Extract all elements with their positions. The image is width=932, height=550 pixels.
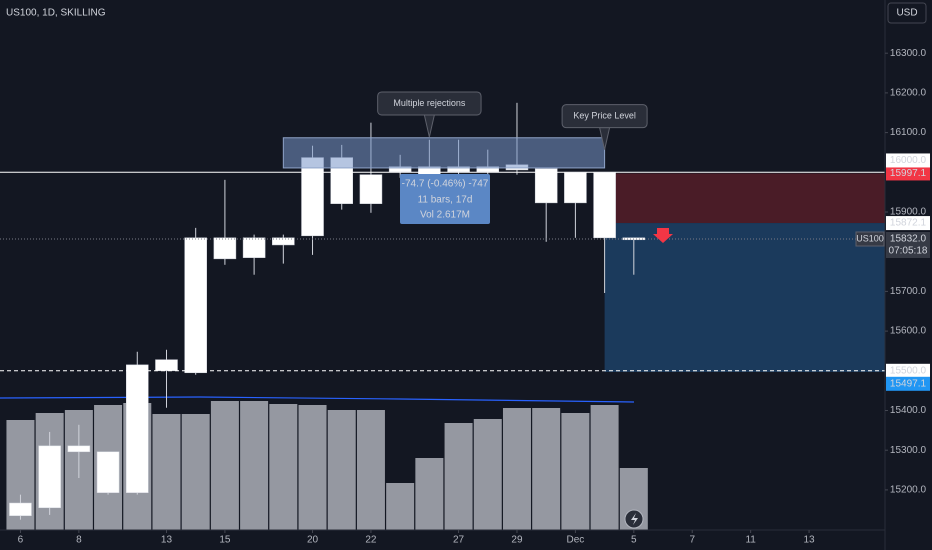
- target-zone: [604, 223, 885, 372]
- x-tick-label: 20: [307, 535, 319, 546]
- candle-body: [126, 364, 149, 493]
- y-tick-label: 15700.0: [890, 286, 927, 297]
- volume-bar: [181, 414, 210, 530]
- x-tick-label: Dec: [566, 535, 584, 546]
- y-tick-label: 15200.0: [890, 485, 927, 496]
- volume-bar: [561, 413, 590, 530]
- target-label-box: [886, 376, 930, 391]
- volume-bar: [444, 423, 473, 530]
- measure-text: Vol 2.617M: [420, 210, 470, 221]
- entry-label-box: [886, 216, 930, 231]
- stop-label-box: [886, 166, 930, 181]
- volume-bar: [356, 410, 385, 530]
- callout-box: [561, 104, 648, 129]
- volume-bar: [269, 404, 298, 530]
- callout-box: [377, 91, 482, 116]
- symbol-box: [855, 231, 885, 247]
- x-tick-label: 22: [365, 535, 377, 546]
- x-tick-label: 15: [219, 535, 231, 546]
- currency[interactable]: USD: [896, 8, 917, 19]
- x-tick-label: 11: [745, 535, 756, 546]
- candle-body: [67, 445, 91, 453]
- volume-bar: [415, 458, 444, 530]
- candle-body: [242, 237, 266, 258]
- x-tick-label: 8: [76, 535, 82, 546]
- volume-average: [0, 396, 635, 403]
- x-tick-label: 7: [689, 535, 695, 546]
- candle-body: [96, 451, 120, 493]
- y-tick-label: 15600.0: [890, 326, 927, 337]
- volume-bar: [210, 401, 239, 530]
- x-tick-label: 5: [631, 535, 637, 546]
- x-tick-label: 29: [511, 535, 523, 546]
- last-price-label: 15832.0: [890, 234, 927, 245]
- y-tick-label: 15400.0: [890, 405, 927, 416]
- candle-body: [213, 237, 237, 260]
- lightning-icon[interactable]: [631, 513, 638, 525]
- currency-box[interactable]: [887, 2, 927, 24]
- y-tick-label: 16100.0: [890, 127, 927, 138]
- x-tick-label: 6: [18, 535, 24, 546]
- measure-text: -74.7 (-0.46%) -747: [402, 179, 489, 190]
- line-label: 15500.0: [890, 365, 927, 376]
- measure-text: 11 bars, 17d: [418, 195, 473, 206]
- x-tick-label: 13: [803, 535, 815, 546]
- volume-bar: [473, 419, 502, 530]
- chart-title: US100, 1D, SKILLING: [6, 8, 106, 19]
- volume-bar: [532, 408, 561, 530]
- volume-bar: [240, 401, 269, 530]
- callout-text: Key Price Level: [573, 111, 636, 121]
- volume-bar: [298, 405, 327, 530]
- candle-body: [155, 359, 178, 372]
- countdown: 07:05:18: [889, 246, 928, 257]
- plot: [0, 102, 885, 530]
- volume-bar: [590, 405, 619, 530]
- entry-label: 15872.1: [890, 218, 927, 229]
- candle-body: [359, 174, 383, 204]
- stop-label: 15997.1: [890, 168, 927, 179]
- symbol-label: US100: [856, 233, 884, 243]
- sell-arrow: [653, 228, 673, 243]
- resistance-zone: [282, 137, 606, 169]
- volume-bar: [327, 410, 356, 530]
- volume-bar: [386, 483, 415, 530]
- candle-body: [564, 172, 587, 204]
- stop-zone: [604, 173, 885, 224]
- measure-box: [400, 174, 490, 224]
- y-tick-label: 15900.0: [890, 207, 927, 218]
- line-label-box: [886, 363, 930, 378]
- y-tick-label: 16200.0: [890, 88, 927, 99]
- target-label: 15497.1: [890, 378, 927, 389]
- callout-text: Multiple rejections: [393, 98, 466, 108]
- y-tick-label: 16300.0: [890, 48, 927, 59]
- candle-body: [38, 445, 61, 509]
- volume-bar: [152, 414, 181, 530]
- candle-body: [301, 157, 324, 237]
- candle-body: [9, 502, 32, 516]
- candle-body: [593, 172, 616, 239]
- line-label: 16000.0: [890, 155, 927, 166]
- candle-body: [272, 237, 295, 246]
- candle-body: [184, 237, 207, 374]
- y-tick-label: 15300.0: [890, 445, 927, 456]
- line-label-box: [886, 153, 930, 168]
- candle-body: [534, 168, 558, 204]
- x-tick-label: 13: [161, 535, 173, 546]
- last-price-box: [886, 231, 930, 258]
- volume-bar: [502, 408, 531, 530]
- x-tick-label: 27: [453, 535, 465, 546]
